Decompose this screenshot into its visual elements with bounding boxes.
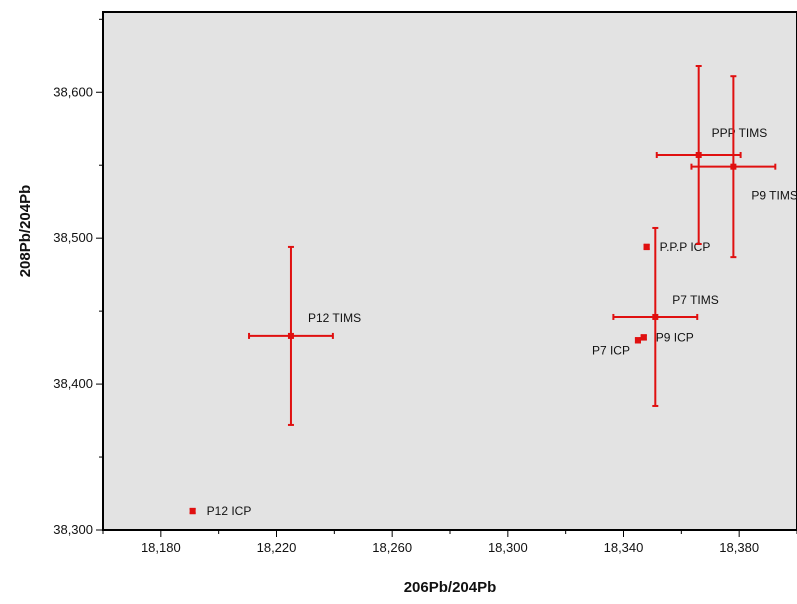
x-tick-label: 18,380: [719, 540, 759, 555]
x-tick-label: 18,260: [372, 540, 412, 555]
y-tick-label: 38,600: [53, 84, 93, 99]
point-label: P12 TIMS: [308, 311, 361, 325]
x-axis: 18,180 18,220 18,260 18,300 18,340 18,380: [102, 530, 797, 555]
point-marker: [652, 313, 659, 320]
point-marker: [287, 332, 294, 339]
x-tick-label: 18,300: [488, 540, 528, 555]
data-point: P7 TIMS: [612, 226, 719, 407]
point-label: P9 TIMS: [751, 189, 797, 203]
data-point: P12 ICP: [189, 504, 252, 518]
y-tick-label: 38,500: [53, 230, 93, 245]
point-marker: [640, 334, 647, 341]
y-axis-title: 208Pb/204Pb: [17, 185, 34, 278]
point-marker: [730, 163, 737, 170]
point-label: PPP TIMS: [712, 126, 768, 140]
data-point: P9 TIMS: [690, 75, 797, 259]
x-tick-label: 18,340: [604, 540, 644, 555]
y-axis: 38,300 38,400 38,500 38,600: [53, 18, 103, 537]
point-label: P7 ICP: [592, 343, 630, 357]
data-point: P12 TIMS: [248, 245, 361, 426]
point-marker: [695, 151, 702, 158]
point-label: P.P.P ICP: [660, 240, 711, 254]
x-tick-label: 18,180: [141, 540, 181, 555]
data-points: P12 ICP P12 TIMS P7 ICP P9 ICP P.P.P ICP P7 T…: [189, 64, 797, 518]
point-marker: [643, 243, 650, 250]
data-point: P9 ICP: [640, 330, 694, 344]
y-tick-label: 38,400: [53, 376, 93, 391]
data-point: PPP TIMS: [655, 64, 768, 246]
x-axis-title: 206Pb/204Pb: [404, 579, 497, 596]
y-tick-label: 38,300: [53, 522, 93, 537]
point-label: P9 ICP: [656, 330, 694, 344]
point-label: P12 ICP: [207, 504, 252, 518]
plot-area: [102, 11, 797, 531]
point-marker: [634, 337, 641, 344]
point-label: P7 TIMS: [672, 293, 718, 307]
point-marker: [189, 508, 196, 515]
data-point: P7 ICP: [592, 337, 641, 357]
x-tick-label: 18,220: [257, 540, 297, 555]
